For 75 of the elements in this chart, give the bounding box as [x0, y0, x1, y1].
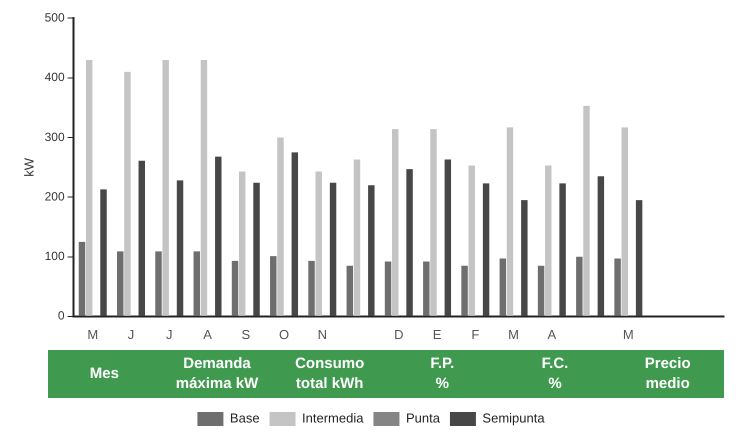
bar	[162, 60, 169, 316]
bar	[622, 127, 628, 316]
legend-label: Intermedia	[302, 410, 364, 426]
bar	[138, 160, 145, 316]
bar	[277, 137, 284, 316]
y-tick-label: 400	[44, 70, 65, 84]
bar	[521, 200, 528, 316]
x-tick-label: N	[318, 326, 327, 342]
bar	[636, 200, 642, 316]
x-tick-label: E	[432, 326, 442, 342]
x-tick-label: M	[622, 326, 634, 342]
x-tick-label: O	[278, 326, 290, 342]
text: F.P. %	[430, 355, 454, 392]
bar	[368, 185, 375, 316]
x-tick-label: A	[548, 326, 557, 342]
bar	[215, 156, 222, 316]
text: Mes	[90, 365, 119, 382]
bar	[559, 183, 566, 316]
bar	[155, 251, 162, 316]
bar	[346, 266, 354, 316]
bar	[430, 129, 437, 316]
legend-label: Base	[230, 410, 260, 426]
bar	[308, 260, 315, 316]
x-tick-label: A	[203, 326, 212, 342]
bar	[406, 169, 413, 316]
bar	[238, 171, 246, 316]
bar	[614, 258, 621, 316]
x-tick-label: J	[128, 326, 134, 342]
bar	[423, 262, 430, 316]
y-tick-label: 500	[44, 10, 65, 25]
bar	[545, 166, 552, 316]
bar	[506, 127, 514, 316]
x-tick-label: M	[87, 326, 98, 342]
bar	[253, 182, 260, 316]
text: Demanda máxima kW	[176, 355, 260, 392]
x-tick-label: J	[166, 326, 173, 342]
bar	[194, 251, 200, 316]
bar	[124, 72, 131, 316]
bar	[86, 60, 92, 316]
bar	[583, 106, 590, 316]
bar	[598, 176, 604, 316]
bar	[315, 171, 322, 316]
bar	[292, 152, 298, 316]
y-tick-label: 100	[44, 249, 65, 264]
y-tick-label: 300	[44, 130, 65, 144]
text: Precio medio	[644, 355, 691, 392]
bar	[576, 256, 583, 316]
y-tick-label: 200	[44, 189, 65, 204]
x-tick-label: F	[471, 326, 480, 342]
bar	[200, 60, 208, 316]
bar	[392, 129, 398, 316]
bar	[330, 182, 336, 316]
bar	[538, 266, 544, 316]
bar	[232, 260, 238, 316]
bar	[176, 180, 184, 316]
bar	[444, 160, 452, 316]
bar	[270, 256, 277, 316]
bar	[354, 160, 360, 316]
y-tick-label: 0	[58, 308, 65, 323]
bar	[500, 258, 506, 316]
bar	[100, 189, 107, 316]
x-tick-label: M	[508, 326, 520, 342]
bar	[482, 183, 490, 316]
bar	[78, 242, 86, 316]
bar	[117, 251, 124, 316]
x-tick-label: D	[394, 326, 404, 342]
bar	[468, 166, 475, 316]
bar	[461, 266, 468, 316]
x-tick-label: S	[241, 326, 250, 342]
y-axis-title: kW	[21, 157, 36, 177]
text: F.C. %	[542, 355, 568, 392]
text: Consumo total kWh	[295, 355, 364, 392]
legend-label: Semipunta	[482, 410, 546, 426]
legend-label: Punta	[406, 410, 441, 426]
bar	[384, 262, 392, 316]
